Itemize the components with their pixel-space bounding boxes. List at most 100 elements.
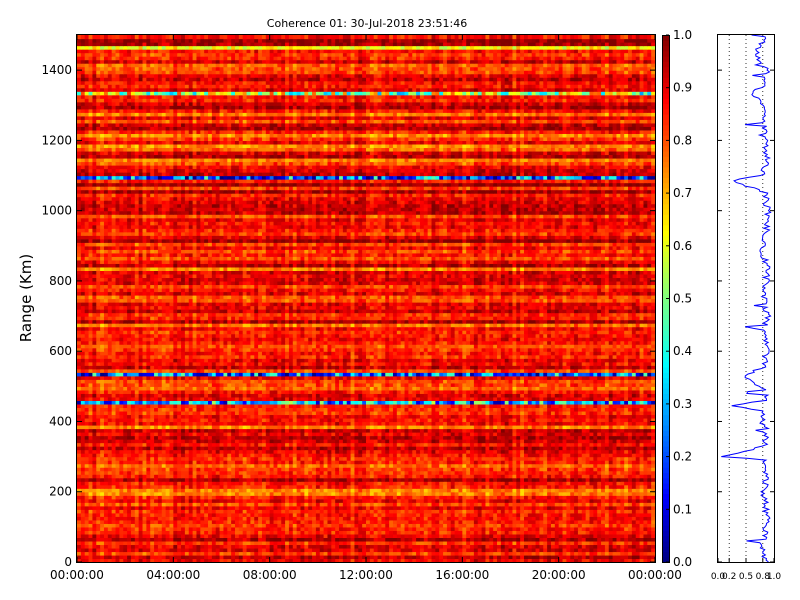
- heatmap-cell: [134, 446, 140, 451]
- heatmap-cell: [103, 477, 109, 482]
- heatmap-cell: [277, 460, 282, 465]
- heatmap-cell: [127, 533, 132, 538]
- heatmap-plot: [77, 35, 656, 563]
- heatmap-cell: [342, 547, 348, 553]
- heatmap-cell: [200, 547, 205, 553]
- heatmap-cell: [639, 446, 645, 451]
- heatmap-cell: [100, 540, 105, 546]
- heatmap-cell: [80, 446, 86, 451]
- heatmap-cell: [211, 540, 217, 546]
- heatmap-cell: [431, 474, 436, 479]
- heatmap-cell: [246, 544, 251, 549]
- heatmap-cell: [531, 484, 537, 489]
- heatmap-cell: [643, 551, 648, 556]
- heatmap-cell: [157, 516, 163, 521]
- heatmap-cell: [281, 530, 286, 535]
- heatmap-cell: [292, 488, 298, 493]
- heatmap-cell: [300, 498, 305, 503]
- heatmap-cell: [489, 474, 494, 479]
- heatmap-cell: [161, 460, 167, 465]
- heatmap-cell: [258, 460, 263, 465]
- heatmap-cell: [142, 558, 147, 563]
- heatmap-cell: [246, 481, 251, 486]
- heatmap-cell: [238, 530, 244, 535]
- heatmap-cell: [215, 477, 221, 482]
- heatmap-cell: [554, 453, 560, 458]
- heatmap-cell: [574, 477, 579, 482]
- heatmap-cell: [127, 474, 132, 479]
- heatmap-cell: [281, 498, 286, 503]
- heatmap-cell: [188, 474, 194, 479]
- heatmap-cell: [231, 512, 236, 517]
- heatmap-cell: [300, 526, 305, 531]
- heatmap-cell: [566, 519, 571, 524]
- heatmap-cell: [100, 558, 105, 563]
- heatmap-cell: [92, 509, 97, 514]
- heatmap-cell: [115, 474, 120, 479]
- heatmap-cell: [651, 453, 656, 458]
- heatmap-cell: [150, 544, 155, 549]
- heatmap-cell: [608, 484, 614, 489]
- heatmap-cell: [362, 481, 367, 486]
- heatmap-cell: [466, 537, 471, 542]
- heatmap-cell: [639, 502, 645, 507]
- heatmap-cell: [335, 474, 340, 479]
- heatmap-cell: [169, 505, 174, 510]
- heatmap-cell: [508, 505, 514, 510]
- heatmap-cell: [631, 477, 637, 482]
- heatmap-cell: [157, 442, 163, 447]
- heatmap-cell: [385, 509, 390, 514]
- heatmap-cell: [373, 491, 379, 496]
- heatmap-cell: [581, 537, 587, 542]
- heatmap-cell: [211, 460, 217, 465]
- heatmap-cell: [308, 460, 313, 465]
- heatmap-cell: [423, 498, 429, 503]
- heatmap-cell: [315, 470, 321, 475]
- heatmap-cell: [531, 537, 537, 542]
- heatmap-cell: [635, 488, 641, 493]
- heatmap-cell: [454, 495, 460, 500]
- heatmap-cell: [520, 519, 525, 524]
- heatmap-cell: [150, 498, 155, 503]
- heatmap-cell: [331, 495, 336, 500]
- heatmap-cell: [88, 537, 94, 542]
- heatmap-cell: [485, 547, 490, 553]
- heatmap-cell: [589, 491, 594, 496]
- heatmap-cell: [389, 533, 394, 538]
- heatmap-cell: [200, 477, 205, 482]
- heatmap-cell: [204, 495, 209, 500]
- heatmap-cell: [443, 467, 448, 472]
- heatmap-cell: [416, 453, 421, 458]
- heatmap-cell: [88, 474, 94, 479]
- heatmap-cell: [231, 484, 236, 489]
- heatmap-cell: [392, 446, 398, 451]
- heatmap-cell: [227, 446, 232, 451]
- heatmap-cell: [319, 495, 325, 500]
- heatmap-cell: [523, 495, 529, 500]
- heatmap-cell: [134, 516, 140, 521]
- heatmap-cell: [184, 477, 190, 482]
- heatmap-cell: [204, 453, 209, 458]
- heatmap-cell: [585, 463, 591, 468]
- heatmap-cell: [346, 537, 352, 542]
- heatmap-cell: [377, 558, 383, 563]
- heatmap-cell: [331, 530, 336, 535]
- heatmap-cell: [150, 530, 155, 535]
- heatmap-cell: [157, 453, 163, 458]
- heatmap-cell: [439, 456, 444, 461]
- heatmap-cell: [219, 533, 225, 538]
- heatmap-cell: [312, 449, 317, 454]
- heatmap-cell: [624, 540, 629, 546]
- heatmap-cell: [497, 558, 502, 563]
- heatmap-cell: [585, 477, 591, 482]
- heatmap-cell: [331, 463, 336, 468]
- heatmap-cell: [462, 512, 467, 517]
- heatmap-cell: [292, 498, 298, 503]
- heatmap-cell: [419, 460, 425, 465]
- heatmap-cell: [520, 477, 525, 482]
- heatmap-cell: [161, 547, 167, 553]
- heatmap-cell: [88, 477, 94, 482]
- heatmap-cell: [292, 523, 298, 528]
- heatmap-cell: [300, 495, 305, 500]
- heatmap-cell: [624, 530, 629, 535]
